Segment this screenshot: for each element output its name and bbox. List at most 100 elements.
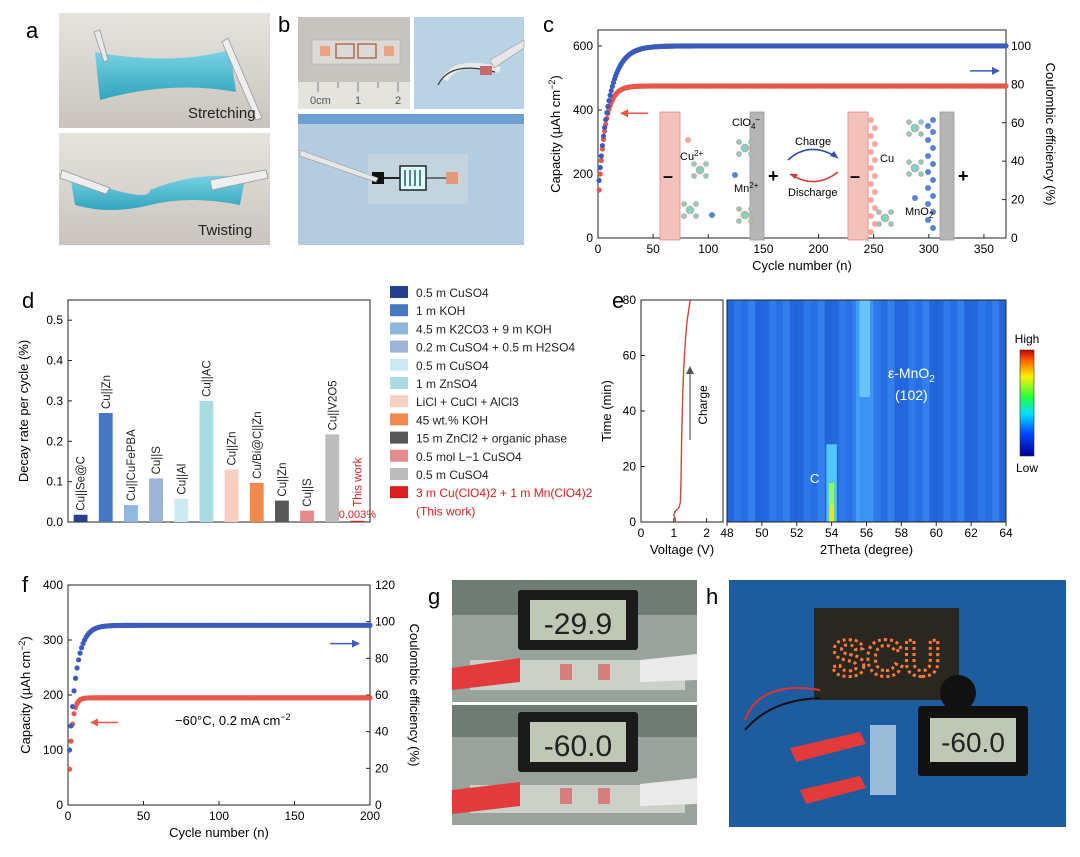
- data-point-capacity: [71, 711, 77, 717]
- x-tick-label: 52: [790, 526, 804, 540]
- led-board-text: SCU: [831, 630, 941, 688]
- stretching-label: Stretching: [188, 105, 256, 122]
- photo-b-ruler: 0cm 1 2: [298, 17, 410, 109]
- y-right-tick-label: 100: [1011, 39, 1031, 53]
- voltage-curve: [673, 299, 691, 522]
- y-tick-label: 80: [623, 293, 637, 307]
- bar: [174, 498, 189, 522]
- legend-entry: 1 m ZnSO4: [416, 377, 478, 391]
- data-point-efficiency: [597, 164, 603, 171]
- data-point-capacity: [602, 128, 608, 134]
- data-point-efficiency: [72, 675, 79, 681]
- bar-category-label: Cu||S: [302, 478, 314, 507]
- y-left-tick-label: 600: [573, 39, 593, 53]
- legend-swatch: [390, 286, 408, 298]
- bar-category-label: Cu||S: [151, 446, 163, 475]
- x-tick-label: 50: [137, 809, 151, 823]
- x-tick-label: 0: [65, 809, 72, 823]
- charge-label: Charge: [795, 136, 831, 148]
- y-right-tick-label: 80: [1011, 77, 1025, 91]
- carbon-peak-label: C: [810, 471, 819, 486]
- y-left-axis-label: Capacity (µAh cm−2): [547, 75, 563, 192]
- charge-arrowhead-icon: [686, 366, 694, 374]
- photo-g-top: -29.9: [452, 580, 697, 702]
- x-tick-label: 60: [930, 526, 944, 540]
- carbon-peak-core: [829, 483, 835, 522]
- bar: [123, 505, 138, 522]
- panel-label-c: c: [543, 12, 554, 37]
- heatmap-stripe: [873, 300, 881, 522]
- chart-d: 0.0 0.1 0.2 0.3 0.4 0.5 Decay rate per cycle (…: [16, 286, 593, 529]
- panel-label-h: h: [706, 584, 718, 609]
- bar: [149, 478, 164, 522]
- heatmap-stripe: [964, 300, 972, 522]
- y-left-tick-label: 400: [573, 103, 593, 117]
- colorbar-low-label: Low: [1016, 461, 1038, 475]
- x-tick-label: 56: [860, 526, 874, 540]
- data-point-efficiency: [71, 688, 77, 694]
- y-tick-label: 40: [623, 404, 637, 418]
- legend-swatch: [390, 340, 408, 353]
- heatmap-stripe: [845, 300, 854, 522]
- y-right-axis-label: Coulombic efficiency (%): [1043, 63, 1058, 206]
- bar-category-label: Cu||CuFePBA: [126, 429, 138, 501]
- efficiency-arrowhead-icon: [352, 639, 360, 648]
- data-point-capacity: [66, 766, 73, 772]
- condition-annotation: −60°C, 0.2 mA cm−2: [175, 712, 291, 728]
- plot-frame: [597, 29, 1007, 239]
- legend-swatch: [390, 486, 408, 499]
- photo-a-stretching: Stretching: [59, 13, 270, 128]
- x-tick-label: 62: [964, 526, 978, 540]
- x-tick-label: 250: [864, 242, 884, 256]
- heatmap-stripe: [775, 300, 784, 522]
- y-tick-label: 0.1: [46, 475, 63, 489]
- data-point-efficiency: [603, 117, 609, 123]
- clo4-label: ClO4–: [732, 115, 760, 131]
- discharge-label: Discharge: [788, 187, 838, 199]
- y-right-tick-label: 0: [1011, 231, 1018, 245]
- heatmap-stripe: [901, 300, 909, 522]
- legend-entry: 0.5 m CuSO4: [416, 286, 489, 300]
- colorbar: [1019, 349, 1035, 457]
- bar: [98, 413, 113, 522]
- heatmap-stripe: [992, 300, 1000, 522]
- data-point-capacity: [367, 695, 373, 701]
- heatmap-stripe: [908, 300, 916, 522]
- legend-entry: 0.5 mol L−1 CuSO4: [416, 450, 522, 464]
- heatmap-stripe: [950, 300, 958, 522]
- electrode-minus-2: –: [850, 166, 860, 186]
- heatmap-stripe: [754, 300, 763, 522]
- data-point-efficiency: [75, 657, 82, 663]
- lcd-top-reading: -29.9: [544, 608, 612, 641]
- data-point-efficiency: [1003, 43, 1009, 49]
- bar: [199, 400, 214, 522]
- photo-a-twisting: Twisting: [59, 133, 270, 245]
- bar-category-label: Cu||Zn: [227, 431, 239, 465]
- ruler-tick-1: 1: [355, 95, 361, 107]
- bar-category-label: This work: [352, 457, 364, 506]
- y-tick-label: 0.2: [46, 434, 63, 448]
- x-tick-label: 150: [284, 809, 304, 823]
- data-point-capacity: [68, 738, 74, 744]
- heatmap-stripe: [999, 300, 1007, 522]
- panel-label-g: g: [428, 584, 440, 609]
- plot-frame: [67, 299, 371, 523]
- heatmap-stripe: [838, 300, 847, 522]
- y-left-axis-label: Capacity (µAh cm−2): [17, 636, 33, 753]
- heatmap-stripe: [971, 300, 979, 522]
- x-tick-label: 50: [755, 526, 769, 540]
- bar-category-label: Cu||Zn: [277, 462, 289, 496]
- panel-label-e: e: [612, 288, 624, 313]
- data-point-efficiency: [608, 88, 614, 94]
- data-point-efficiency: [66, 747, 73, 753]
- ruler-cm-label: 0cm: [310, 95, 331, 107]
- heatmap-stripe: [929, 300, 937, 522]
- panel-label-b: b: [278, 12, 290, 37]
- y-right-tick-label: 60: [375, 688, 389, 702]
- bar-category-label: Cu||V2O5: [327, 380, 339, 430]
- bar: [224, 469, 239, 522]
- chart-c: 0 50 100 150 200 250 300 350 0 200 400 600 0 20 40 60 80…: [547, 29, 1058, 273]
- charge-annotation: Charge: [696, 385, 710, 425]
- y-right-tick-label: 120: [375, 578, 395, 592]
- heatmap-stripe: [915, 300, 923, 522]
